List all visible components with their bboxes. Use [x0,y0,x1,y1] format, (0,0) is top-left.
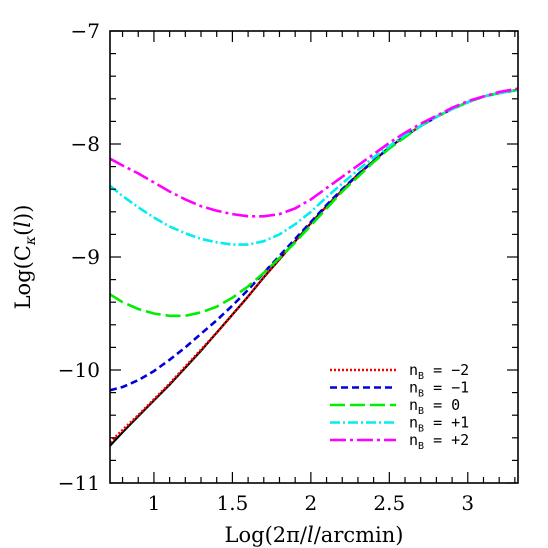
tick-labels: 1 1.5 2 2.5 3 −7 −8 −9 −10 −11 [58,19,474,515]
legend-label: nB = +1 [409,414,469,435]
y-tick-label: −8 [71,132,100,156]
plot-frame [109,30,519,484]
x-tick-label: 1.5 [216,491,248,515]
series-line-1 [109,88,519,392]
axis-ticks [110,30,518,484]
legend-label: nB = −2 [409,361,469,382]
y-tick-label: −7 [71,19,100,43]
x-tick-label: 2.5 [373,491,405,515]
legend: nB = −2nB = −1nB = 0nB = +1nB = +2 [330,361,469,452]
x-tick-label: 3 [461,491,474,515]
y-tick-label: −9 [71,245,100,269]
series-line-3 [109,88,519,246]
y-tick-label: −10 [58,358,100,382]
series-line-4 [109,87,519,218]
x-tick-label: 1 [148,491,161,515]
legend-label: nB = 0 [409,396,460,417]
legend-label: nB = +2 [409,431,469,452]
legend-label: nB = −1 [409,379,469,400]
y-tick-label: −11 [58,471,100,495]
x-axis-label: Log(2π/l/arcmin) [225,523,404,547]
series-line-2 [109,88,519,318]
y-axis-label: Log(Cκ(l)) [11,205,39,310]
series-layer [109,87,519,447]
x-tick-label: 2 [304,491,317,515]
